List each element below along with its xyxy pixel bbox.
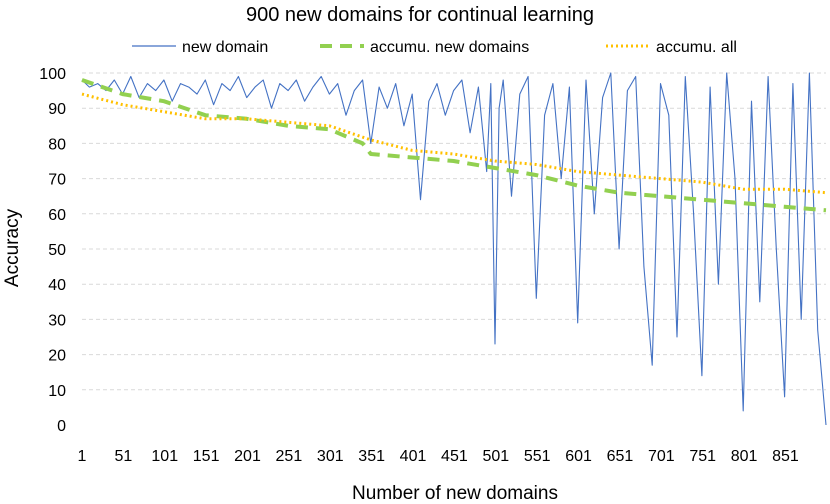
x-axis-label: Number of new domains	[352, 483, 558, 504]
x-tick-label: 501	[482, 448, 509, 465]
y-tick-label: 0	[57, 418, 66, 435]
x-tick-label: 151	[193, 448, 220, 465]
y-tick-label: 10	[48, 383, 66, 400]
y-axis-label: Accuracy	[2, 208, 23, 287]
y-tick-label: 80	[48, 136, 66, 153]
series-line-accumu-all	[81, 92, 827, 195]
x-tick-label: 801	[731, 448, 758, 465]
x-tick-label: 401	[400, 448, 427, 465]
x-tick-label: 101	[151, 448, 178, 465]
gridlines	[82, 72, 826, 391]
series-line-new-domain	[81, 72, 827, 426]
y-tick-label: 70	[48, 172, 66, 189]
x-tick-label: 351	[358, 448, 385, 465]
y-tick-label: 20	[48, 348, 66, 365]
y-tick-label: 30	[48, 312, 66, 329]
x-tick-label: 251	[276, 448, 303, 465]
y-tick-label: 100	[39, 66, 66, 83]
x-tick-label: 601	[565, 448, 592, 465]
x-tick-label: 551	[524, 448, 551, 465]
x-tick-label: 651	[607, 448, 634, 465]
x-tick-label: 851	[772, 448, 799, 465]
x-tick-label: 301	[317, 448, 344, 465]
series-lines	[81, 72, 827, 426]
legend-label-new-domain: new domain	[182, 39, 268, 56]
y-tick-label: 60	[48, 207, 66, 224]
x-tick-label: 451	[441, 448, 468, 465]
legend-label-accumu-new-domains: accumu. new domains	[370, 39, 529, 56]
legend-label-accumu-all: accumu. all	[656, 39, 737, 56]
x-tick-label: 701	[648, 448, 675, 465]
y-tick-label: 50	[48, 242, 66, 259]
x-tick-label: 751	[689, 448, 716, 465]
y-tick-label: 90	[48, 101, 66, 118]
x-tick-label: 201	[234, 448, 261, 465]
series-line-accumu-new-domains	[81, 78, 827, 213]
x-axis-ticks: 1 51 101 151 201 251 301 351 401 451 501 551 601 651 7…	[78, 448, 799, 465]
chart-title: 900 new domains for continual learning	[246, 4, 594, 26]
y-tick-label: 40	[48, 277, 66, 294]
y-axis-ticks: 0 10 20 30 40 50 60 70 80 90 100	[39, 66, 66, 435]
x-tick-label: 1	[78, 448, 87, 465]
x-tick-label: 51	[114, 448, 132, 465]
legend: new domain accumu. new domains accumu. a…	[132, 39, 737, 56]
